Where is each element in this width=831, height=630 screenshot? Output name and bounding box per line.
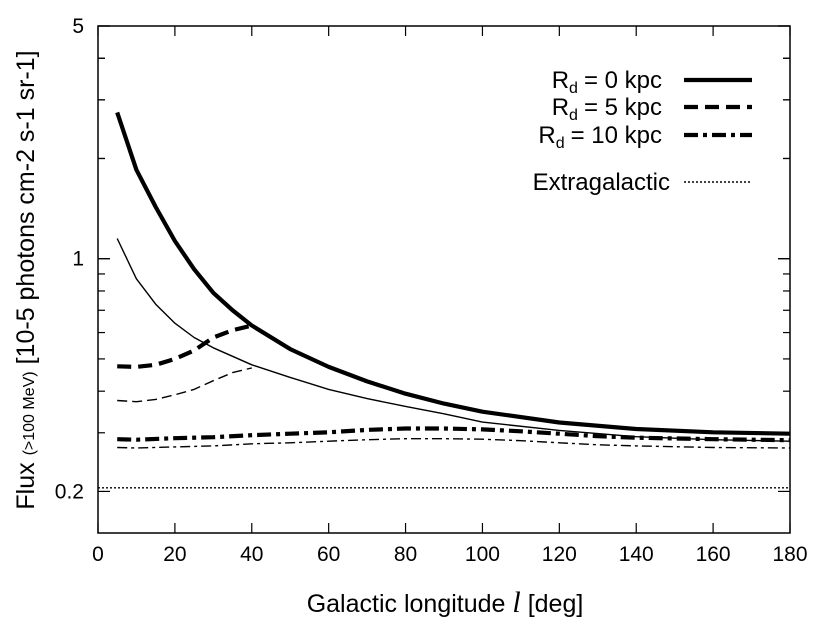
axes-frame [97, 25, 791, 534]
x-tick-label: 160 [696, 543, 731, 566]
x-axis-label: Galactic longitude [307, 590, 506, 618]
x-tick-label: 180 [772, 543, 807, 566]
series-line-rd-5-kpc [117, 323, 253, 369]
x-axis-symbol: l [512, 586, 520, 619]
x-tick-label: 140 [619, 543, 654, 566]
x-tick-label: 0 [92, 543, 104, 566]
x-tick-label: 100 [465, 543, 500, 566]
svg-text:Flux (>100 MeV) [1: Flux (>100 MeV) [10-5 photons cm-2 s-1 s… [12, 50, 40, 509]
plot-frame [97, 25, 791, 534]
y-axis-label: Flux [12, 462, 40, 510]
legend-label: Rd = 10 kpc [538, 122, 662, 152]
series-line-rd-0-kpc-thin [116, 238, 791, 442]
y-tick-label: 0.2 [55, 480, 84, 503]
y-axis-energy: (>100 MeV) [21, 371, 38, 455]
legend-label: Rd = 5 kpc [552, 94, 662, 124]
x-tick-label: 20 [163, 543, 186, 566]
tick-labels: 0 20 40 60 80 100 120 140 160 180 0.2 1 5 [55, 15, 808, 566]
y-tick-label: 5 [72, 15, 84, 38]
x-tick-label: 120 [542, 543, 577, 566]
x-tick-label: 40 [240, 543, 263, 566]
y-axis-title: Flux (>100 MeV) [10-5 photons cm-2 s-1 s… [12, 50, 40, 509]
series-line-rd-5-kpc-thin [117, 367, 252, 403]
series-line-rd-10-kpc [117, 426, 791, 443]
x-axis-title: Galactic longitude l [deg] [307, 586, 584, 619]
y-axis-unit: [10-5 photons cm-2 s-1 sr-1] [12, 50, 40, 364]
x-tick-label: 60 [317, 543, 340, 566]
series-line-rd-0-kpc [115, 111, 791, 436]
x-axis-unit: [deg] [528, 590, 584, 618]
series-line-rd-10-kpc-thin [117, 438, 791, 449]
series-layer [98, 111, 791, 489]
x-tick-label: 80 [394, 543, 417, 566]
y-tick-label: 1 [72, 248, 84, 271]
legend-label: Extragalactic [533, 169, 670, 196]
legend-label: Rd = 0 kpc [552, 67, 662, 97]
